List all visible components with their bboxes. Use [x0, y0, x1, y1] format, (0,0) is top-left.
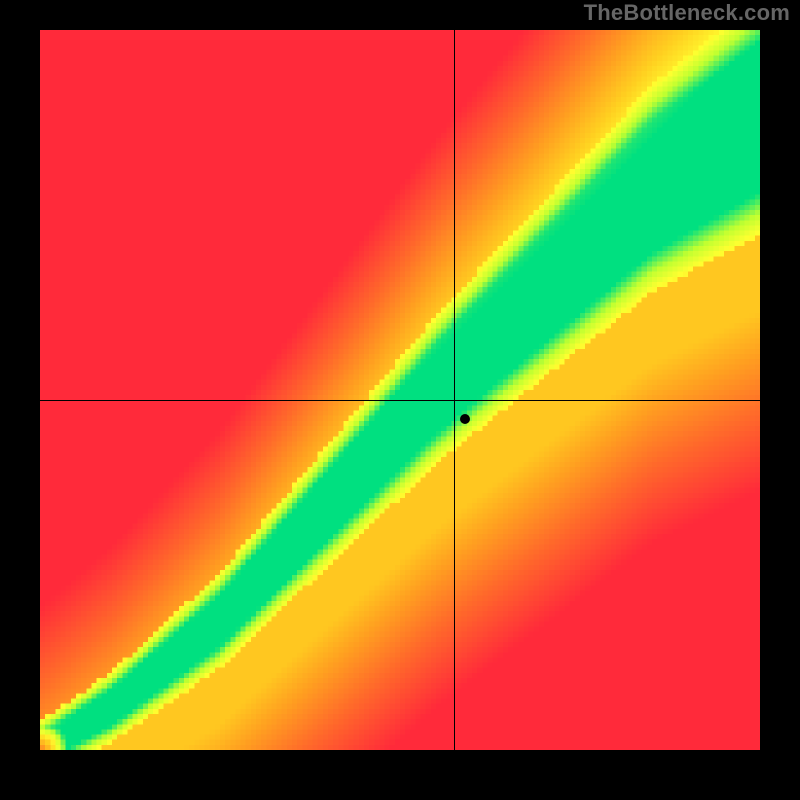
- crosshair-horizontal: [40, 400, 760, 401]
- heatmap-canvas: [40, 30, 760, 750]
- marker-dot: [460, 414, 470, 424]
- crosshair-vertical: [454, 30, 455, 750]
- chart-container: TheBottleneck.com: [0, 0, 800, 800]
- watermark-text: TheBottleneck.com: [584, 0, 790, 26]
- heatmap-plot: [40, 30, 760, 750]
